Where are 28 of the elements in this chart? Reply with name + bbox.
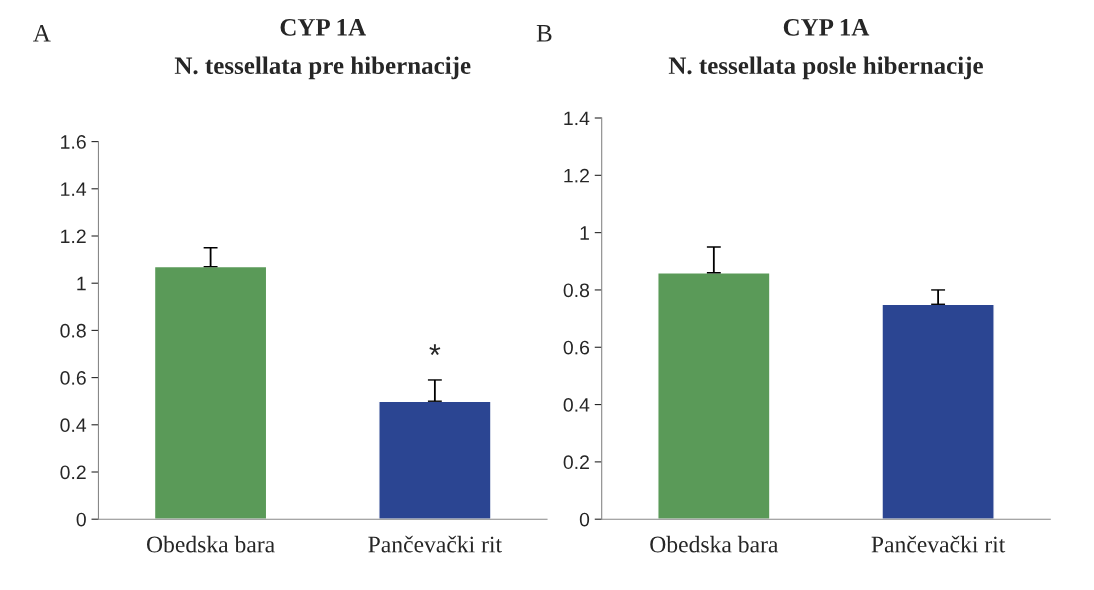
x-tick-label: Obedska bara (650, 535, 779, 553)
y-tick-label: 0.6 (563, 340, 590, 355)
y-tick-label: 1.2 (61, 229, 86, 244)
y-tick-label: 0.8 (563, 283, 590, 298)
y-tick-label: 1 (77, 276, 86, 291)
text: B (536, 25, 552, 42)
y-tick-label: 0 (76, 512, 86, 527)
text: A (33, 24, 51, 42)
chart-title: CYP 1A (280, 18, 366, 36)
y-tick-label: 0.4 (563, 398, 590, 412)
y-tick-label: 0.2 (60, 465, 86, 480)
chart-title: CYP 1A (783, 18, 870, 36)
y-tick-label: 1.4 (61, 182, 87, 196)
chart-subtitle: N. tessellata posle hibernacije (668, 56, 983, 80)
y-tick-label: 0.2 (563, 455, 589, 470)
y-tick-label: 1.2 (564, 168, 589, 183)
y-tick-label: 1.6 (61, 135, 86, 149)
chart-subtitle: N. tessellata pre hibernacije (174, 56, 471, 80)
y-tick-label: 0.6 (60, 371, 86, 385)
x-tick-label: Pančevački rit (368, 535, 502, 553)
y-tick-label: 0 (579, 512, 590, 527)
x-tick-label: Obedska bara (146, 535, 275, 553)
x-tick-label: Pančevački rit (871, 535, 1006, 553)
y-tick-label: 0.4 (60, 418, 87, 433)
annotation: * (429, 344, 441, 355)
y-tick-label: 1 (580, 226, 589, 240)
y-tick-label: 0.8 (60, 323, 86, 338)
y-tick-label: 1.4 (564, 111, 590, 126)
